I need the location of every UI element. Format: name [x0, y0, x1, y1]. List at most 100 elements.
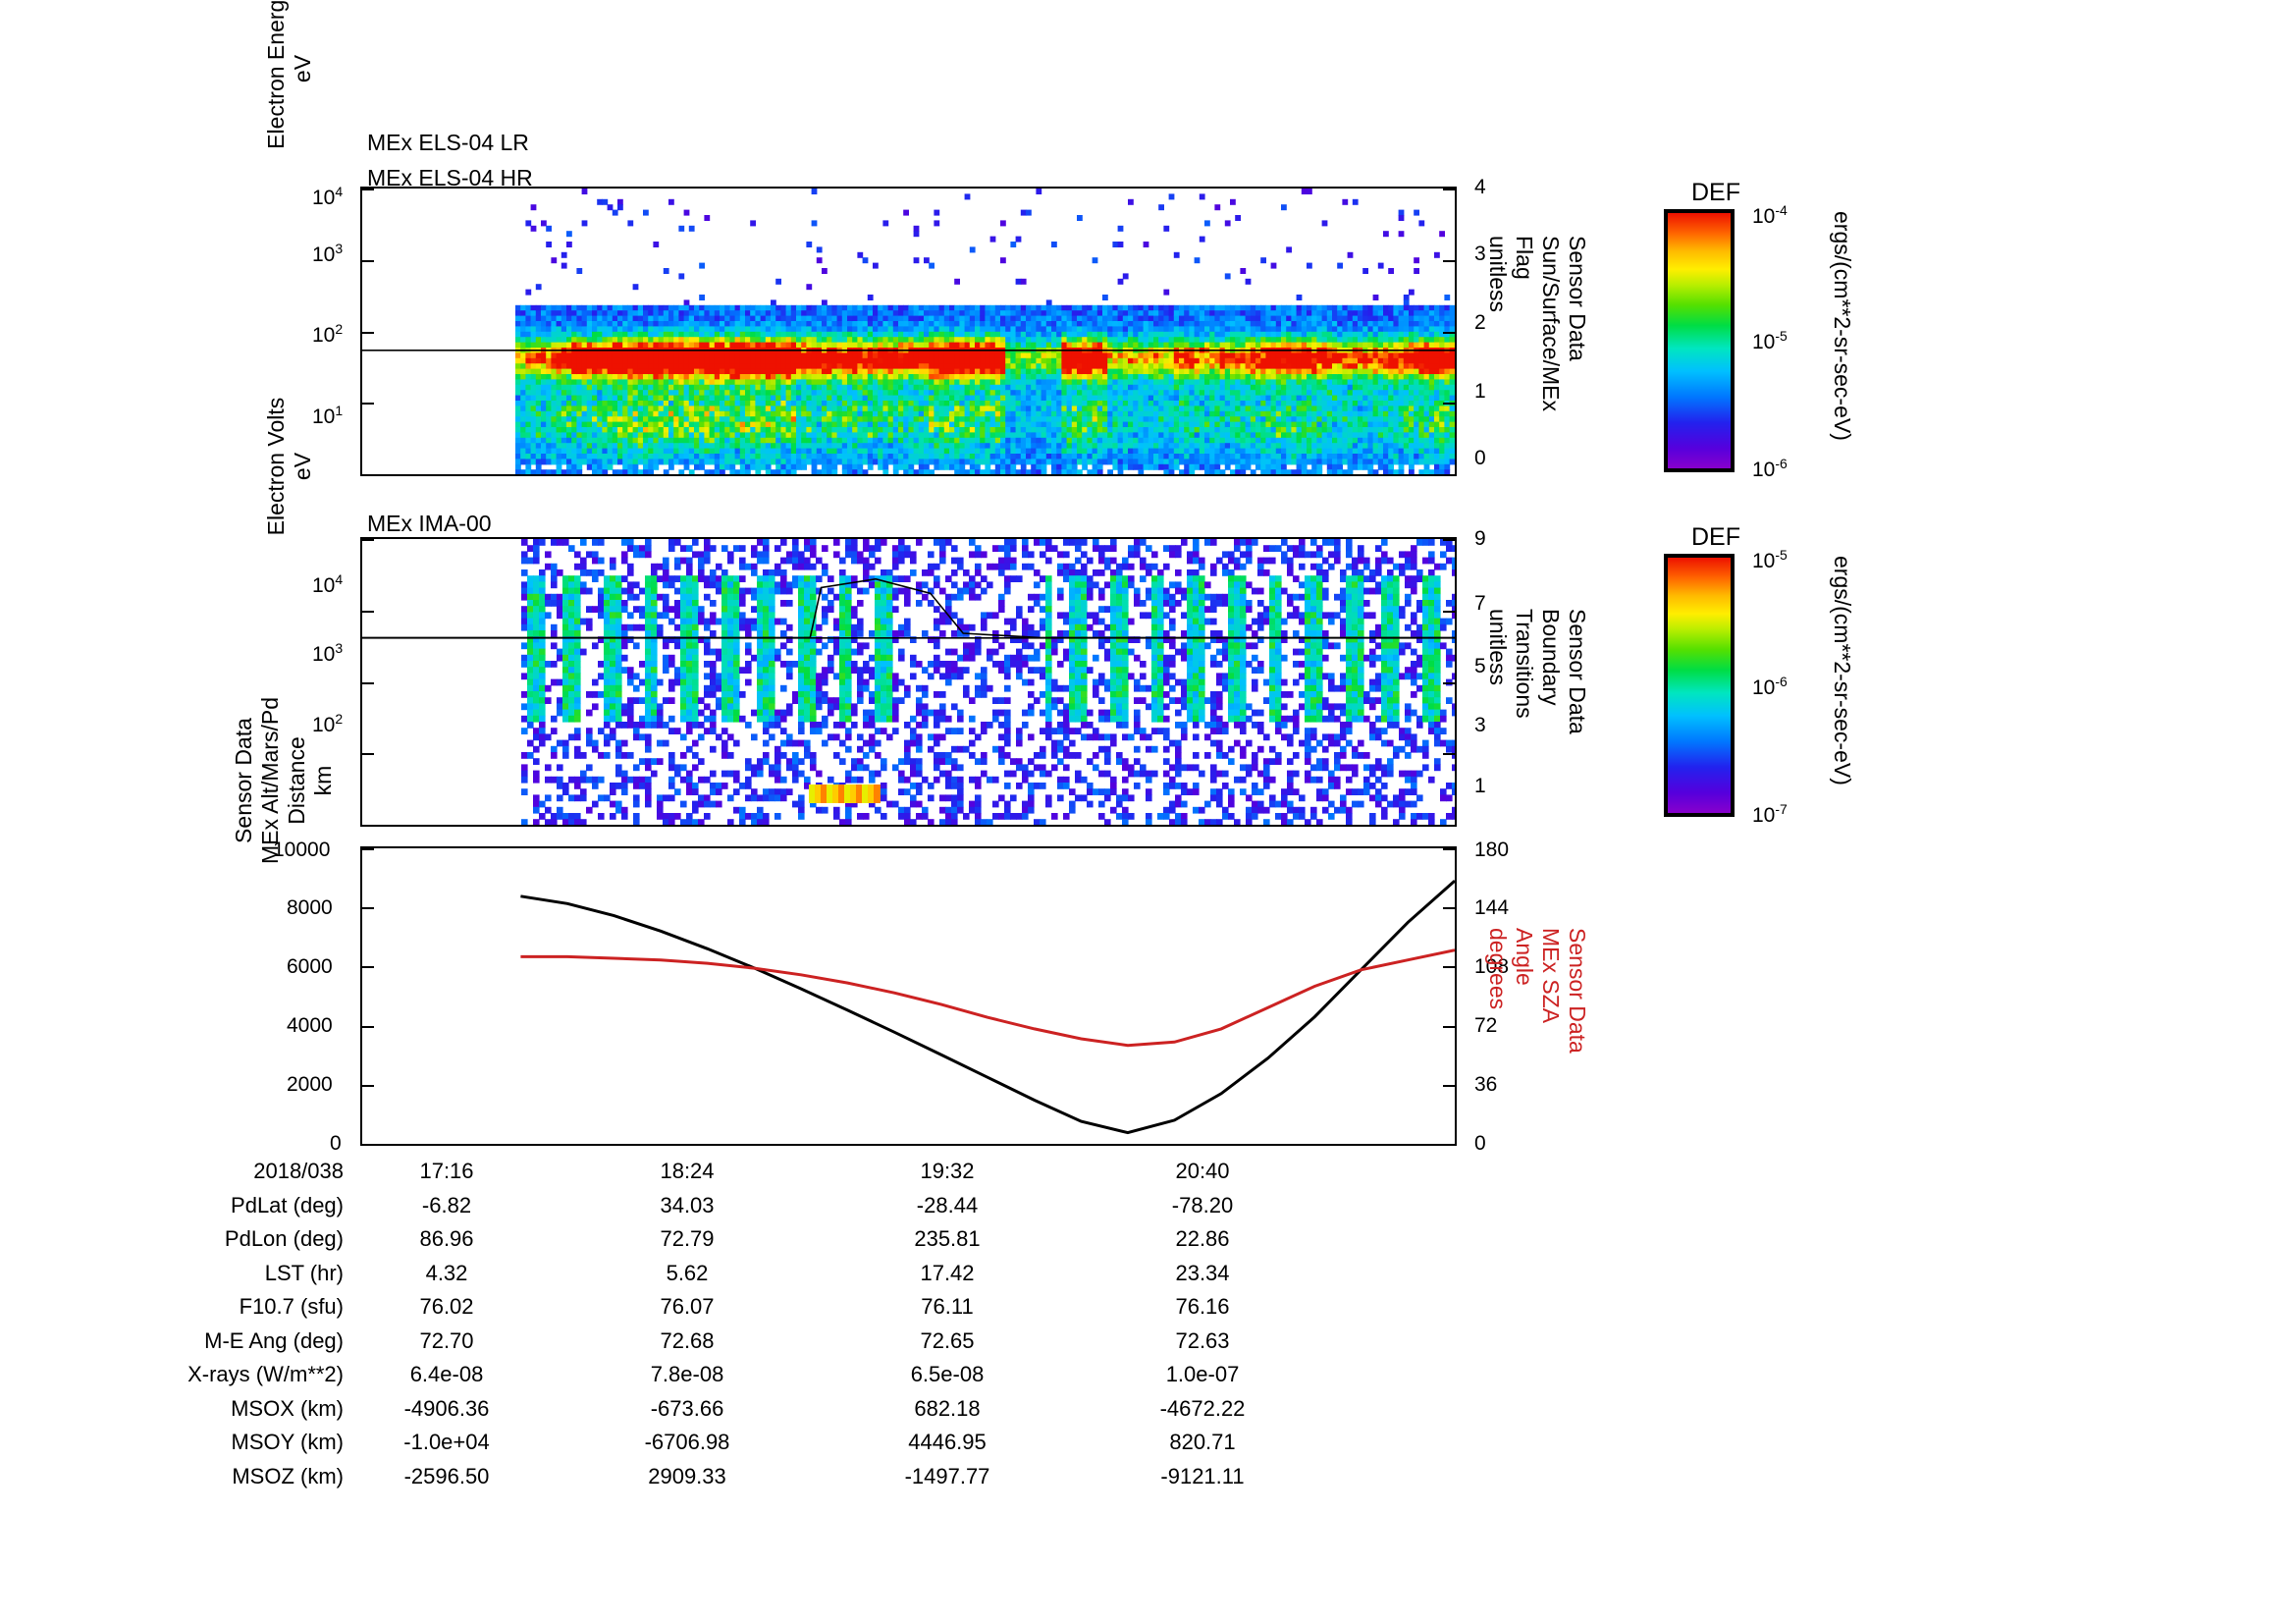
panel1-right-label-line2: Sun/Surface/MEx — [1538, 236, 1564, 411]
table-row-label: MSOY (km) — [231, 1430, 344, 1454]
axis-tick — [360, 610, 374, 613]
colorbar2-mid-label: 10-6 — [1752, 674, 1788, 699]
panel3-ytick-10000: 10000 — [273, 839, 331, 861]
table-cell-time: 19:32 — [920, 1159, 975, 1183]
colorbar2-min-label: 10-7 — [1752, 801, 1788, 827]
table-cell: 4446.95 — [908, 1430, 987, 1454]
axis-tick — [1443, 825, 1457, 827]
axis-tick — [1443, 403, 1457, 406]
table-cell: -9121.11 — [1160, 1463, 1245, 1488]
axis-tick — [360, 825, 374, 827]
table-cell: 72.70 — [419, 1327, 474, 1353]
colorbar1-min-label: 10-6 — [1752, 456, 1788, 481]
colorbar1-title: DEF — [1691, 179, 1740, 206]
table-cell: 76.16 — [1175, 1294, 1230, 1319]
axis-tick — [1443, 907, 1457, 910]
panel1-right-label-line4: unitless — [1485, 236, 1511, 312]
panel2-right-tick-5: 5 — [1474, 655, 1486, 677]
panel1-right-label-line1: Sensor Data — [1565, 236, 1590, 361]
panel1-ytick-1e2: 102 — [312, 321, 344, 347]
table-cell: 7.8e-08 — [650, 1362, 724, 1386]
axis-tick — [360, 966, 374, 969]
table-cell: 76.07 — [660, 1294, 715, 1319]
panel1-ylabel-line2: eV — [290, 54, 315, 83]
panel1-ylabel-line1: Electron Energy — [263, 0, 289, 149]
panel1-ytick-1e3: 103 — [312, 241, 344, 266]
axis-tick — [1443, 966, 1457, 969]
panel1-right-label-line3: Flag — [1512, 236, 1537, 280]
colorbar1 — [1664, 209, 1735, 472]
table-cell: 4.32 — [425, 1260, 468, 1285]
table-cell: 23.34 — [1175, 1260, 1230, 1285]
panel3-right-label-line1: Sensor Data — [1565, 928, 1590, 1054]
panel3-right-label-line4: degrees — [1485, 928, 1511, 1010]
table-cell: -673.66 — [650, 1395, 724, 1421]
table-cell: 72.63 — [1175, 1327, 1230, 1353]
table-cell: 6.5e-08 — [910, 1362, 985, 1386]
table-row-label: PdLat (deg) — [231, 1192, 344, 1217]
table-row-label: LST (hr) — [264, 1260, 344, 1285]
table-cell: 5.62 — [666, 1260, 709, 1285]
panel1-right-tick-2: 2 — [1474, 311, 1486, 334]
table-row-label: X-rays (W/m**2) — [187, 1362, 344, 1386]
panel1-right-tick-3: 3 — [1474, 243, 1486, 265]
panel2-ytick-1e2: 102 — [312, 711, 344, 736]
panel2-right-label-line4: unitless — [1485, 609, 1511, 685]
colorbar2 — [1664, 554, 1735, 817]
table-cell: 17.42 — [920, 1260, 975, 1285]
table-row-label: MSOZ (km) — [232, 1463, 344, 1488]
table-row-label: M-E Ang (deg) — [204, 1327, 344, 1353]
panel2-title: MEx IMA-00 — [367, 511, 492, 536]
axis-tick — [360, 1084, 374, 1087]
panel3-ytick-4000: 4000 — [287, 1014, 333, 1037]
panel3-left-label-line2: MEx Alt/Mars/Pd — [257, 697, 283, 864]
table-cell: 820.71 — [1169, 1430, 1236, 1454]
axis-tick — [1443, 1144, 1457, 1146]
table-row-label: 2018/038 — [253, 1159, 344, 1183]
panel2-plot-area[interactable] — [360, 537, 1457, 827]
axis-tick — [1443, 474, 1457, 476]
panel2-ytick-1e4: 104 — [312, 571, 344, 597]
table-cell: 2909.33 — [648, 1463, 726, 1488]
panel3-plot-area[interactable] — [360, 846, 1457, 1146]
panel2-ylabel-line1: Electron Volts — [263, 397, 289, 536]
panel3-ytick-8000: 8000 — [287, 896, 333, 919]
axis-tick — [1443, 189, 1457, 190]
panel2-ylabel-line2: eV — [290, 452, 315, 481]
table-cell: 22.86 — [1175, 1226, 1230, 1251]
table-cell: 76.02 — [419, 1294, 474, 1319]
axis-tick — [1443, 681, 1457, 684]
panel2-right-label-line3: Transitions — [1512, 609, 1537, 719]
table-cell: -6706.98 — [644, 1430, 730, 1454]
panel3-right-tick-0: 0 — [1474, 1132, 1486, 1155]
table-cell-time: 18:24 — [660, 1159, 715, 1183]
table-cell: 682.18 — [914, 1395, 981, 1421]
panel3-ytick-0: 0 — [330, 1132, 342, 1155]
panel1-spectrogram — [362, 189, 1455, 474]
panel3-ytick-6000: 6000 — [287, 955, 333, 978]
axis-tick — [1443, 1084, 1457, 1087]
axis-tick — [360, 474, 374, 476]
axis-tick — [1443, 331, 1457, 334]
colorbar2-title: DEF — [1691, 523, 1740, 551]
axis-tick — [1443, 848, 1457, 850]
panel3-right-label-line2: MEx SZA — [1538, 928, 1564, 1024]
axis-tick — [360, 1144, 374, 1146]
axis-tick — [360, 259, 374, 262]
table-cell: 86.96 — [419, 1226, 474, 1251]
panel3-right-tick-72: 72 — [1474, 1014, 1498, 1037]
panel2-right-tick-1: 1 — [1474, 775, 1486, 797]
panel3-right-tick-108: 108 — [1474, 955, 1510, 978]
panel1-ytick-1e4: 104 — [312, 184, 344, 209]
panel2-right-label-line2: Boundary — [1538, 609, 1564, 706]
panel3-right-label-line3: Angle — [1512, 928, 1537, 986]
table-cell-time: 20:40 — [1175, 1159, 1230, 1183]
panel1-plot-area[interactable] — [360, 187, 1457, 476]
panel3-lines — [362, 848, 1455, 1144]
table-cell: 72.68 — [660, 1327, 715, 1353]
axis-tick — [360, 539, 374, 541]
table-cell: 1.0e-07 — [1165, 1362, 1240, 1386]
table-row-label: PdLon (deg) — [224, 1226, 344, 1251]
table-cell: 235.81 — [914, 1226, 981, 1251]
panel1-right-tick-1: 1 — [1474, 380, 1486, 403]
